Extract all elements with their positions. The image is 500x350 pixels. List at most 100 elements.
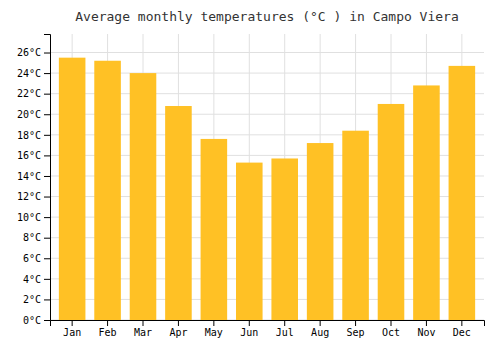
tick-label: Jun: [240, 327, 258, 338]
axis-line: [44, 35, 51, 321]
tick-label: 4°C: [23, 274, 41, 285]
plot-area: 0°C 2°C 4°C 6°C 8°C 10°C 12°C 14°C 16°C 18°C 20°C 2…: [17, 34, 485, 338]
tick-mark: [44, 73, 50, 74]
tick: 16°C: [17, 150, 50, 161]
tick: 4°C: [23, 274, 50, 285]
tick-label: Jul: [276, 327, 294, 338]
tick-label: 14°C: [17, 171, 41, 182]
grid: [50, 34, 484, 320]
tick: Sep: [347, 320, 365, 338]
tick: 2°C: [23, 294, 50, 305]
bar: [449, 66, 476, 320]
tick: 24°C: [17, 68, 50, 79]
tick-label: 26°C: [17, 47, 41, 58]
tick-label: Oct: [382, 327, 400, 338]
tick: Jul: [276, 320, 294, 338]
tick-mark: [107, 320, 108, 326]
tick-label: Jan: [63, 327, 81, 338]
tick-mark: [44, 155, 50, 156]
tick-label: 18°C: [17, 130, 41, 141]
tick-mark: [284, 320, 285, 326]
tick-mark: [320, 320, 321, 326]
tick-label: Dec: [453, 327, 471, 338]
tick: Apr: [169, 320, 187, 338]
tick: 18°C: [17, 130, 50, 141]
tick-mark: [72, 320, 73, 326]
tick: 10°C: [17, 212, 50, 223]
tick: 0°C: [23, 315, 50, 326]
bar: [201, 139, 228, 320]
tick-label: May: [205, 327, 223, 338]
tick: Dec: [453, 320, 471, 338]
tick-label: 22°C: [17, 88, 41, 99]
tick: 20°C: [17, 109, 50, 120]
tick-label: 10°C: [17, 212, 41, 223]
tick-mark: [44, 217, 50, 218]
bar: [94, 61, 121, 320]
bar: [378, 104, 405, 320]
tick-mark: [44, 320, 50, 321]
tick-mark: [391, 320, 392, 326]
bar: [413, 85, 440, 320]
tick-mark: [355, 320, 356, 326]
tick-mark: [178, 320, 179, 326]
tick: Jan: [63, 320, 81, 338]
tick-mark: [249, 320, 250, 326]
tick-mark: [426, 320, 427, 326]
tick-mark: [44, 53, 50, 54]
bar: [271, 158, 298, 320]
tick-label: 2°C: [23, 294, 41, 305]
tick-label: 0°C: [23, 315, 41, 326]
tick: 14°C: [17, 171, 50, 182]
tick-label: 12°C: [17, 191, 41, 202]
tick-label: Aug: [311, 327, 329, 338]
tick-mark: [44, 279, 50, 280]
bar: [59, 58, 86, 320]
tick-label: Feb: [99, 327, 117, 338]
tick-label: 24°C: [17, 68, 41, 79]
tick-mark: [143, 320, 144, 326]
tick-label: Mar: [134, 327, 152, 338]
tick-label: 16°C: [17, 150, 41, 161]
tick-label: Sep: [347, 327, 365, 338]
tick-mark: [213, 320, 214, 326]
chart: 0°C 2°C 4°C 6°C 8°C 10°C 12°C 14°C 16°C 18°C 20°C 2…: [0, 0, 500, 350]
tick: 26°C: [17, 47, 50, 58]
tick: 6°C: [23, 253, 50, 264]
tick: Oct: [382, 320, 400, 338]
tick-mark: [44, 176, 50, 177]
tick: 22°C: [17, 88, 50, 99]
bars: [59, 58, 475, 320]
grid-line: [50, 52, 484, 53]
tick: Feb: [99, 320, 117, 338]
tick: 12°C: [17, 191, 50, 202]
tick-mark: [44, 135, 50, 136]
tick-mark: [44, 94, 50, 95]
tick: Nov: [417, 320, 435, 338]
bar: [342, 131, 369, 320]
tick: Jun: [240, 320, 258, 338]
x-axis: Jan Feb Mar Apr May Jun Jul Aug Sep Oct Nov Dec: [51, 320, 485, 338]
bar: [130, 73, 157, 320]
tick-mark: [461, 320, 462, 326]
tick-mark: [44, 114, 50, 115]
tick: Mar: [134, 320, 152, 338]
tick: May: [205, 320, 223, 338]
tick-label: 20°C: [17, 109, 41, 120]
tick-label: Apr: [169, 327, 187, 338]
title: Average monthly temperatures (°C ) in Ca…: [75, 9, 459, 24]
tick-mark: [44, 238, 50, 239]
bar: [236, 163, 263, 320]
y-axis: 0°C 2°C 4°C 6°C 8°C 10°C 12°C 14°C 16°C 18°C 20°C 2…: [17, 35, 51, 326]
tick-label: 8°C: [23, 232, 41, 243]
tick-mark: [44, 299, 50, 300]
tick-mark: [44, 258, 50, 259]
bar: [165, 106, 192, 320]
tick: Aug: [311, 320, 329, 338]
bar: [307, 143, 334, 320]
tick: 8°C: [23, 232, 50, 243]
tick-mark: [44, 197, 50, 198]
tick-label: Nov: [417, 327, 435, 338]
tick-label: 6°C: [23, 253, 41, 264]
axis-line: [51, 321, 485, 327]
